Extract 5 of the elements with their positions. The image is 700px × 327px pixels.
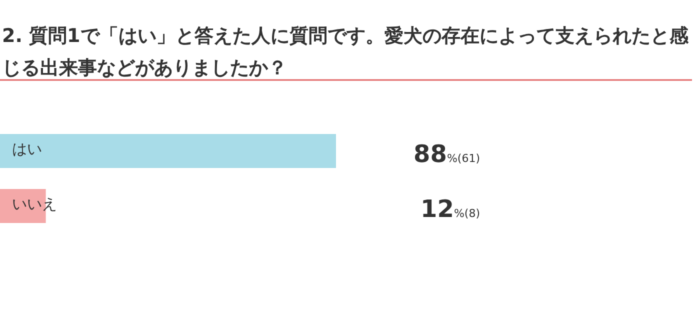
data-label: 12%(8)	[420, 195, 480, 223]
data-label: 88%(61)	[414, 140, 480, 168]
chart-title: 2. 質問1で「はい」と答えた人に質問です。愛犬の存在によって支えられたと感じる出来事などがありましたか？	[2, 25, 690, 79]
y-tick-label: いいえ	[12, 195, 57, 213]
y-tick-label: はい	[12, 140, 42, 158]
